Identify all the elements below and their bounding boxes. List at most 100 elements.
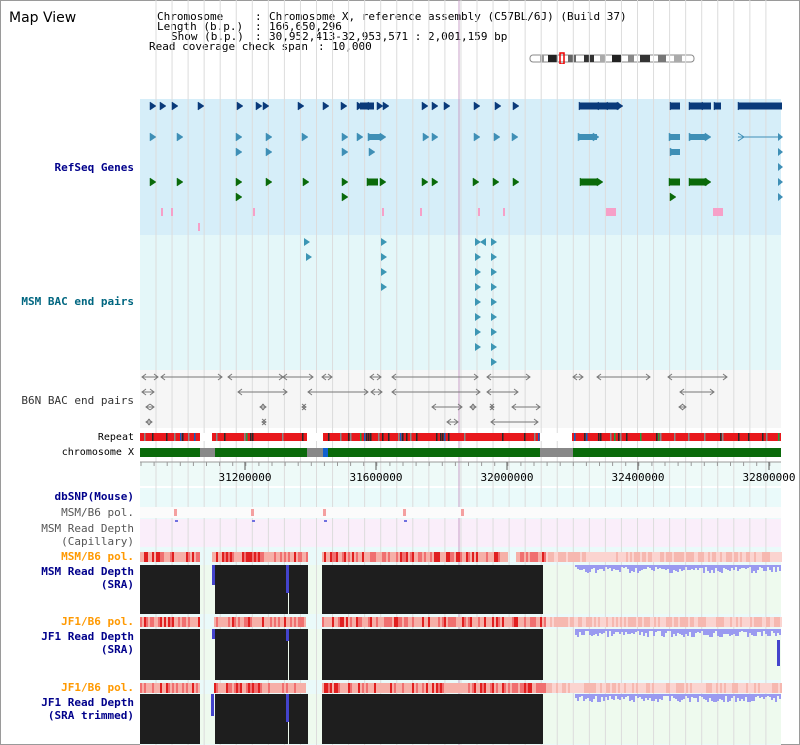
pol-cell xyxy=(170,552,172,562)
coverage-bar xyxy=(723,694,725,702)
track-label-jf1-depth-trim[interactable]: JF1 Read Depth (SRA trimmed) xyxy=(0,696,134,722)
pol-cell xyxy=(336,617,338,627)
pol-cell xyxy=(176,683,178,693)
pol-cell xyxy=(156,683,158,693)
bac-end xyxy=(149,403,155,411)
pol-cell xyxy=(178,683,180,693)
axis-tick-label: 32000000 xyxy=(481,471,534,484)
chromosome-ideogram[interactable] xyxy=(528,52,698,64)
coverage-bar xyxy=(653,694,655,701)
pol-cell xyxy=(142,617,144,627)
bac-end xyxy=(261,403,267,411)
track-label-jf1-depth-sra[interactable]: JF1 Read Depth (SRA) xyxy=(0,630,134,656)
pol-cell xyxy=(644,617,646,627)
coverage-bar xyxy=(641,629,643,632)
pol-cell xyxy=(746,617,748,627)
pol-cell xyxy=(418,683,420,693)
pol-cell xyxy=(490,552,492,562)
pol-cell xyxy=(364,617,366,627)
pol-cell xyxy=(348,552,350,562)
bac-end xyxy=(301,403,307,411)
coverage-bar xyxy=(763,694,765,699)
pol-cell xyxy=(698,552,700,562)
pol-cell xyxy=(330,617,332,627)
pol-cell xyxy=(562,683,564,693)
bac-end xyxy=(578,373,584,381)
track-label-msm-depth-cap-line1: MSM Read Depth xyxy=(41,522,134,535)
pol-cell xyxy=(640,683,642,693)
pol-cell xyxy=(440,552,442,562)
pol-cell xyxy=(282,552,284,562)
pol-cell xyxy=(240,552,242,562)
pol-cell xyxy=(580,552,582,562)
coverage-bar xyxy=(731,565,733,568)
pol-cell xyxy=(278,552,280,562)
track-label-b6n-bac[interactable]: B6N BAC end pairs xyxy=(21,394,134,407)
pol-cell xyxy=(452,683,454,693)
pol-cell xyxy=(354,617,356,627)
pol-cell xyxy=(678,617,680,627)
coverage-bar xyxy=(767,565,769,567)
pol-cell xyxy=(142,683,144,693)
bac-end xyxy=(513,388,519,396)
coverage-bar xyxy=(581,565,583,570)
bac-end xyxy=(681,403,687,411)
coverage-bar xyxy=(767,694,769,696)
pol-cell xyxy=(198,617,200,627)
coverage-bar xyxy=(737,694,739,698)
coverage-bar xyxy=(771,565,773,572)
coverage-bar xyxy=(745,694,747,697)
pol-cell xyxy=(692,552,694,562)
show-sep: : xyxy=(255,30,262,43)
pol-cell xyxy=(570,617,572,627)
track-label-jf1-b6-pol-1[interactable]: JF1/B6 pol. xyxy=(61,615,134,628)
pol-cell xyxy=(498,617,500,627)
pol-cell xyxy=(186,683,188,693)
track-label-msm-depth-sra[interactable]: MSM Read Depth (SRA) xyxy=(0,565,134,591)
pol-cell xyxy=(248,617,250,627)
pol-cell xyxy=(472,552,474,562)
pol-cell xyxy=(588,552,590,562)
track-label-jf1-b6-pol-2[interactable]: JF1/B6 pol. xyxy=(61,681,134,694)
pol-cell xyxy=(462,683,464,693)
coverage-bar xyxy=(605,629,607,631)
bac-end xyxy=(217,373,223,381)
bac-end xyxy=(486,388,492,396)
track-label-msm-b6-pol-2[interactable]: MSM/B6 pol. xyxy=(61,550,134,563)
coverage-bar xyxy=(645,694,647,698)
repeat-element xyxy=(302,433,304,441)
pol-cell xyxy=(552,617,554,627)
coverage-value: 10,000 xyxy=(332,40,372,53)
pol-cell xyxy=(538,683,540,693)
pol-cell xyxy=(536,683,538,693)
bac-end xyxy=(471,403,477,411)
coverage-bar xyxy=(647,565,649,567)
repeat-element xyxy=(640,433,642,441)
track-label-msm-bac[interactable]: MSM BAC end pairs xyxy=(21,295,134,308)
gene-block xyxy=(689,102,711,110)
pol-cell xyxy=(728,617,730,627)
pol-cell xyxy=(738,617,740,627)
pol-cell xyxy=(352,617,354,627)
coverage-bar xyxy=(639,694,641,697)
pol-cell xyxy=(456,552,458,562)
coverage-bar xyxy=(685,565,687,567)
pol-cell xyxy=(606,683,608,693)
track-label-msm-depth-cap[interactable]: MSM Read Depth (Capillary) xyxy=(0,522,134,548)
coverage-bar xyxy=(597,629,599,636)
pol-cell xyxy=(564,617,566,627)
track-label-refseq[interactable]: RefSeq Genes xyxy=(54,161,134,174)
track-label-dbsnp[interactable]: dbSNP(Mouse) xyxy=(54,490,134,503)
repeat-element xyxy=(574,433,576,441)
track-label-msm-b6-pol-1[interactable]: MSM/B6 pol. xyxy=(61,506,134,519)
pol-cell xyxy=(384,683,386,693)
pol-cell xyxy=(514,617,516,627)
pol-cell xyxy=(356,617,358,627)
pol-cell xyxy=(292,617,294,627)
pol-cell xyxy=(342,617,344,627)
pol-cell xyxy=(712,617,714,627)
gene-arrow xyxy=(255,101,263,111)
gene-arrow xyxy=(341,177,349,187)
pol-cell xyxy=(342,552,344,562)
